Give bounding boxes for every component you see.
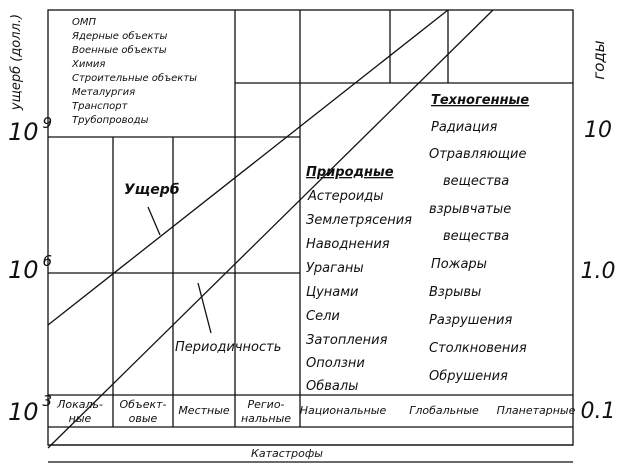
objects-list: ОМП Ядерные объекты Военные объекты Хими… (71, 17, 197, 126)
right-tick-01: 0.1 (581, 399, 616, 424)
damage-label: Ущерб (124, 182, 180, 198)
technogenic-item: взрывчатые (429, 202, 511, 217)
object-item: Химия (71, 59, 105, 70)
scale-object-2: овые (129, 412, 158, 425)
natural-header: Природные (306, 165, 394, 180)
object-item: Ядерные объекты (71, 30, 167, 42)
scale-local-1: Локаль- (56, 398, 103, 411)
natural-item: Астероиды (307, 189, 384, 204)
natural-item: Ураганы (306, 261, 364, 276)
object-item: ОМП (72, 17, 96, 28)
object-item: Трубопроводы (72, 114, 149, 126)
technogenic-item: Обрушения (429, 369, 508, 384)
technogenic-item: Взрывы (429, 285, 481, 300)
natural-item: Цунами (306, 285, 359, 300)
periodicity-leader (197, 282, 212, 334)
scale-regional-2: нальные (241, 412, 291, 425)
scale-local-2: ные (69, 412, 92, 425)
scale-global: Глобальные (409, 404, 479, 417)
technogenic-header: Техногенные (431, 93, 529, 108)
object-item: Военные объекты (72, 44, 167, 56)
object-item: Металургия (72, 87, 135, 98)
natural-item: Землетрясения (306, 213, 412, 228)
technogenic-item: Разрушения (429, 313, 513, 328)
catastrophes-label: Катастрофы (251, 447, 323, 460)
grid-lines (47, 9, 574, 463)
scale-object-1: Объект- (119, 398, 166, 411)
left-tick-1e9: 10 9 (8, 114, 52, 146)
natural-item: Затопления (306, 333, 388, 348)
natural-item: Оползни (306, 356, 365, 371)
right-tick-1: 1.0 (581, 259, 616, 284)
technogenic-item: Радиация (431, 120, 498, 135)
scale-regional-1: Регио- (247, 398, 284, 411)
scale-row: Локаль- ные Объект- овые Местные Регио- … (56, 398, 576, 425)
technogenic-item: Пожары (431, 257, 487, 272)
technogenic-item: вещества (443, 174, 509, 189)
periodicity-line (47, 9, 494, 449)
technogenic-item: вещества (443, 229, 509, 244)
technogenic-item: Столкновения (429, 341, 527, 356)
left-tick-1e3: 10 3 (8, 392, 52, 426)
left-tick-1e6: 10 6 (8, 252, 52, 284)
natural-item: Наводнения (306, 237, 390, 252)
damage-line (47, 9, 449, 326)
technogenic-list: Техногенные Радиация Отравляющие веществ… (429, 93, 529, 384)
object-item: Строительные объекты (72, 72, 197, 84)
damage-leader (147, 206, 161, 236)
right-tick-10: 10 (584, 118, 612, 143)
natural-item: Обвалы (306, 379, 358, 394)
object-item: Транспорт (72, 101, 129, 112)
technogenic-item: Отравляющие (429, 147, 526, 162)
natural-list: Природные Астероиды Землетрясения Наводн… (306, 165, 412, 394)
scale-national: Национальные (300, 404, 387, 417)
periodicity-label: Периодичность (175, 340, 281, 355)
scale-place: Местные (178, 404, 230, 417)
natural-item: Сели (306, 309, 340, 324)
left-axis-title: ущерб (долл.) (9, 14, 24, 111)
right-axis-title: годы (590, 40, 608, 79)
scale-planetary: Планетарные (497, 404, 576, 417)
